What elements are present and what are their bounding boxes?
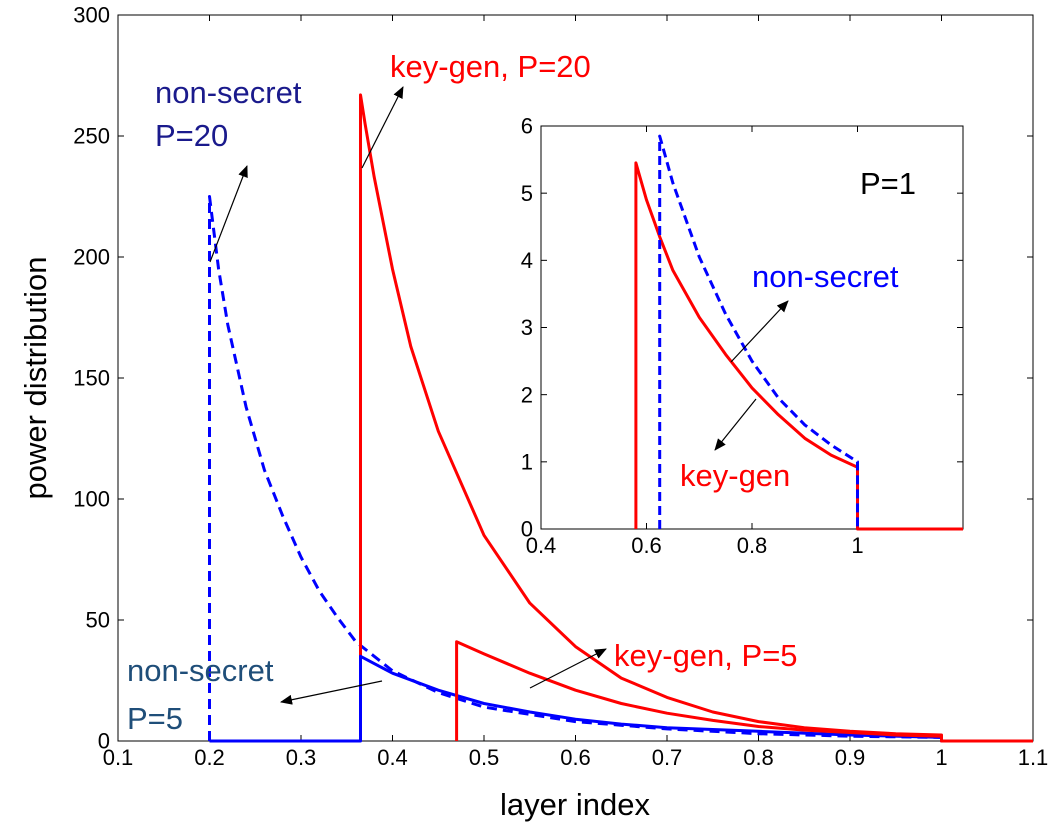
main-x-tick-label: 1 xyxy=(935,745,947,770)
inset-y-tick-label: 3 xyxy=(521,315,533,340)
label-nonsecret-p20-line2: P=20 xyxy=(155,118,228,153)
inset-annotation-arrows xyxy=(714,300,789,451)
inset-y-tick-label: 4 xyxy=(521,248,533,273)
arrow-keygen-p5 xyxy=(529,648,607,689)
label-keygen-p5: key-gen, P=5 xyxy=(614,638,798,673)
arrow-nonsecret-p20 xyxy=(209,165,248,263)
inset-series-line-0 xyxy=(634,161,963,531)
arrow-keygen-p20 xyxy=(361,86,404,169)
label-nonsecret-p5-line2: P=5 xyxy=(127,701,183,736)
main-x-ticks: 0.1 0.2 0.3 0.4 0.5 0.6 0.7 0.8 0.9 1 1.1 xyxy=(103,15,1049,770)
main-y-tick-label: 300 xyxy=(73,3,110,28)
main-x-tick-label: 0.8 xyxy=(743,745,774,770)
main-x-tick-label: 0.2 xyxy=(194,745,225,770)
inset-y-tick-label: 6 xyxy=(521,114,533,139)
main-axes: 0.1 0.2 0.3 0.4 0.5 0.6 0.7 0.8 0.9 1 1.1 05010015… xyxy=(18,3,1048,822)
main-series-line-3 xyxy=(455,640,1033,743)
inset-y-ticks: 0 1 2 3 4 5 6 xyxy=(521,114,963,542)
main-series-line-0 xyxy=(208,195,1033,743)
main-x-tick-label: 1.1 xyxy=(1018,745,1049,770)
main-x-tick-label: 0.7 xyxy=(652,745,683,770)
main-y-tick-label: 50 xyxy=(86,608,110,633)
inset-x-ticks: 0.4 0.6 0.8 1 xyxy=(526,126,864,558)
inset-y-tick-label: 0 xyxy=(521,517,533,542)
main-x-tick-label: 0.4 xyxy=(377,745,408,770)
inset-x-tick-label: 0.8 xyxy=(737,533,768,558)
main-y-tick-label: 100 xyxy=(73,487,110,512)
main-series-group xyxy=(208,93,1033,743)
inset-series-group xyxy=(634,134,963,531)
main-annotations: non-secret P=20 key-gen, P=20 key-gen, P… xyxy=(127,49,798,736)
main-y-tick-label: 0 xyxy=(98,729,110,754)
inset-axes: 0.4 0.6 0.8 1 0 1 2 3 4 5 6 P=1 non-secret key-ge… xyxy=(521,114,964,558)
inset-label-nonsecret: non-secret xyxy=(752,259,899,294)
y-axis-label: power distribution xyxy=(18,257,53,500)
inset-y-tick-label: 1 xyxy=(521,450,533,475)
main-x-tick-label: 0.5 xyxy=(469,745,500,770)
inset-x-tick-label: 0.4 xyxy=(526,533,557,558)
inset-x-tick-label: 1 xyxy=(851,533,863,558)
main-x-tick-label: 0.3 xyxy=(286,745,317,770)
label-keygen-p20: key-gen, P=20 xyxy=(390,49,591,84)
main-y-tick-label: 250 xyxy=(73,124,110,149)
inset-label-keygen: key-gen xyxy=(680,458,790,493)
annotation-arrows xyxy=(209,86,607,705)
inset-background xyxy=(541,126,963,529)
main-x-tick-label: 0.9 xyxy=(835,745,866,770)
inset-arrow-nonsecret xyxy=(730,300,789,363)
inset-series-line-1 xyxy=(658,134,859,529)
label-nonsecret-p5-line1: non-secret xyxy=(127,653,274,688)
arrow-nonsecret-p5 xyxy=(280,680,383,705)
inset-arrow-keygen xyxy=(714,398,757,451)
main-x-tick-label: 0.1 xyxy=(103,745,134,770)
main-x-tick-label: 0.6 xyxy=(560,745,591,770)
inset-y-tick-label: 2 xyxy=(521,382,533,407)
inset-title: P=1 xyxy=(860,166,916,201)
label-nonsecret-p20-line1: non-secret xyxy=(155,75,302,110)
inset-x-tick-label: 0.6 xyxy=(631,533,662,558)
inset-y-tick-label: 5 xyxy=(521,181,533,206)
main-y-tick-label: 200 xyxy=(73,245,110,270)
main-y-tick-label: 150 xyxy=(73,366,110,391)
x-axis-label: layer index xyxy=(500,787,650,822)
